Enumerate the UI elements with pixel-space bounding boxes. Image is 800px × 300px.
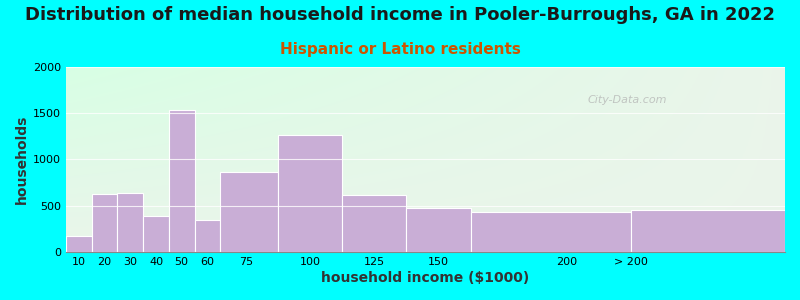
Bar <box>169 110 194 252</box>
Bar <box>342 195 406 252</box>
Bar <box>406 208 470 252</box>
Bar <box>220 172 278 252</box>
X-axis label: household income ($1000): household income ($1000) <box>322 271 530 285</box>
Bar <box>631 210 785 252</box>
Bar <box>118 193 143 252</box>
Y-axis label: households: households <box>15 115 29 204</box>
Bar <box>194 220 220 252</box>
Bar <box>470 212 631 252</box>
Text: Hispanic or Latino residents: Hispanic or Latino residents <box>279 42 521 57</box>
Bar <box>143 216 169 252</box>
Bar <box>278 135 342 252</box>
Bar <box>66 236 92 252</box>
Bar <box>92 194 118 252</box>
Text: Distribution of median household income in Pooler-Burroughs, GA in 2022: Distribution of median household income … <box>25 6 775 24</box>
Text: City-Data.com: City-Data.com <box>587 95 666 105</box>
